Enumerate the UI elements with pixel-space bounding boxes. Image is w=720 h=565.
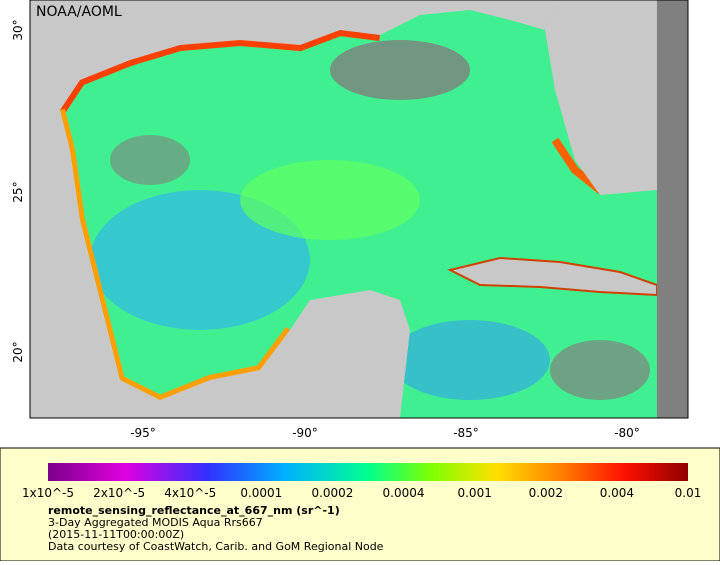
credit: NOAA/AOML [36,4,122,20]
cloud [110,135,190,185]
colorbar-label: 1x10^-5 [22,486,74,500]
cloud [550,340,650,400]
cloud [330,40,470,100]
colorbar [48,463,688,481]
ocean-patch [240,160,420,240]
variable-name: remote_sensing_reflectance_at_667_nm (sr… [48,504,340,517]
no-data-strip [657,0,688,418]
caption: 3-Day Aggregated MODIS Aqua Rrs667(2015-… [48,516,384,553]
land-florida [545,0,657,195]
lat-labels: 30° 25° 20° [11,19,25,362]
colorbar-label: 2x10^-5 [93,486,145,500]
lon-labels: -95° -90° -85° -80° [130,426,640,440]
lat-label: 25° [11,181,25,202]
caption-line: (2015-11-11T00:00:00Z) [48,528,184,541]
land-north [30,0,560,110]
lat-label: 20° [11,341,25,362]
lon-label: -85° [453,426,479,440]
colorbar-label: 0.01 [675,486,702,500]
lon-label: -90° [292,426,318,440]
colorbar-label: 4x10^-5 [164,486,216,500]
map-frame [29,0,689,419]
colorbar-label: 0.0001 [240,486,282,500]
colorbar-label: 0.0002 [311,486,353,500]
map: NOAA/AOML [29,0,689,419]
colorbar-label: 0.0004 [383,486,425,500]
land-mexico [30,110,410,418]
colorbar-label: 0.002 [529,486,563,500]
colorbar-labels: 1x10^-5 2x10^-5 4x10^-5 0.0001 0.0002 0.0004 0… [22,486,701,500]
caption-line: Data courtesy of CoastWatch, Carib. and … [48,540,384,553]
ocean-patch [390,320,550,400]
lon-label: -80° [614,426,640,440]
colorbar-label: 0.004 [600,486,634,500]
ocean-patch [90,190,310,330]
lat-label: 30° [11,19,25,40]
caption-line: 3-Day Aggregated MODIS Aqua Rrs667 [48,516,263,529]
lon-label: -95° [130,426,156,440]
colorbar-label: 0.001 [457,486,491,500]
